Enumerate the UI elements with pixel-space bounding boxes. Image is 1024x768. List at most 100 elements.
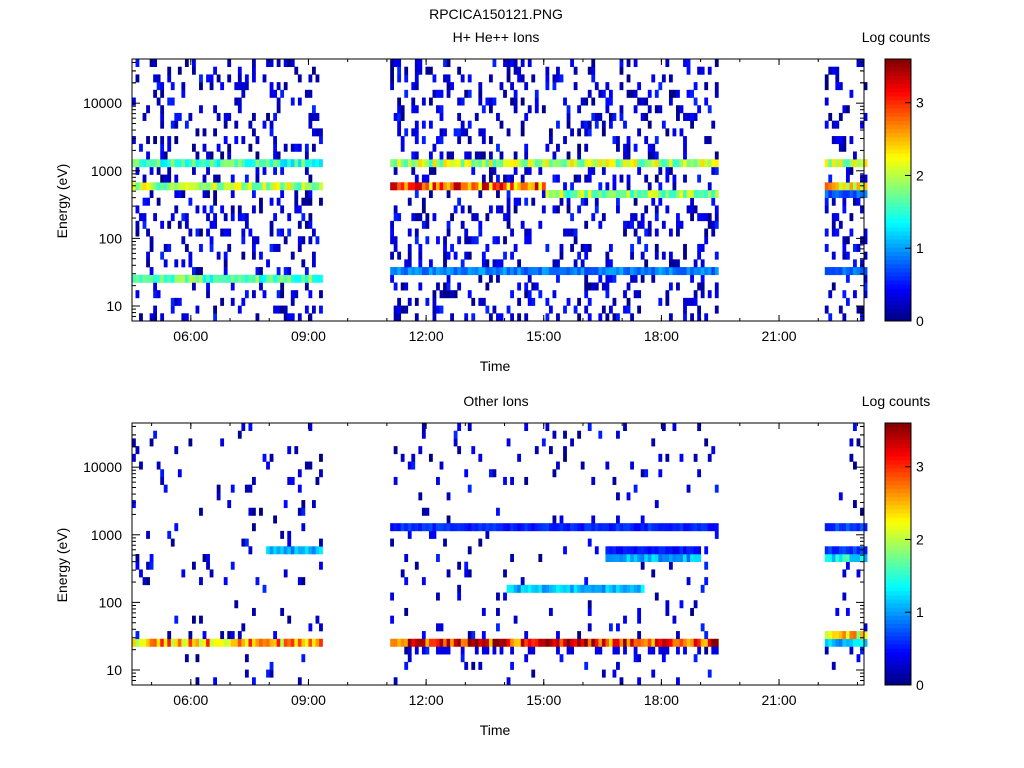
spectrogram-cell	[623, 305, 627, 314]
spectrogram-cell	[407, 530, 412, 539]
spectrogram-cell	[686, 112, 691, 121]
spectrogram-cell	[700, 274, 705, 283]
spectrogram-cell	[230, 274, 235, 283]
spectrogram-cell	[266, 638, 270, 647]
spectrogram-cell	[849, 554, 854, 563]
spectrogram-cell	[241, 274, 246, 283]
spectrogram-cell	[672, 546, 677, 555]
spectrogram-cell	[439, 461, 444, 470]
spectrogram-cell	[686, 159, 691, 168]
spectrogram-cell	[661, 546, 666, 555]
spectrogram-cell	[411, 105, 416, 114]
spectrogram-cell	[552, 523, 557, 532]
spectrogram-cell	[577, 105, 582, 114]
spectrogram-cell	[697, 174, 702, 183]
spectrogram-cell	[856, 438, 861, 447]
spectrogram-cell	[548, 128, 553, 137]
spectrogram-cell	[390, 59, 394, 68]
spectrogram-cell	[527, 267, 532, 276]
spectrogram-cell	[647, 546, 652, 555]
spectrogram-cell	[390, 220, 394, 229]
spectrogram-cell	[714, 251, 719, 260]
spectrogram-cell	[301, 159, 306, 168]
spectrogram-cell	[276, 82, 281, 91]
spectrogram-cell	[835, 74, 840, 83]
spectrogram-cell	[266, 112, 270, 121]
spectrogram-cell	[860, 313, 864, 322]
spectrogram-cell	[209, 205, 214, 214]
spectrogram-cell	[234, 182, 239, 191]
spectrogram-cell	[531, 197, 536, 206]
colorbar-tick-label: 1	[916, 240, 924, 256]
colorbar-step	[885, 132, 911, 138]
spectrogram-cell	[640, 584, 645, 593]
spectrogram-cell	[297, 638, 302, 647]
spectrogram-cell	[421, 159, 426, 168]
spectrogram-cell	[704, 190, 709, 199]
spectrogram-cell	[170, 97, 175, 106]
spectrogram-cell	[195, 151, 200, 160]
spectrogram-cell	[227, 243, 232, 252]
spectrogram-cell	[227, 143, 232, 152]
spectrogram-cell	[566, 646, 571, 655]
spectrogram-cell	[594, 523, 599, 532]
spectrogram-cell	[311, 500, 316, 509]
spectrogram-cell	[132, 453, 136, 462]
spectrogram-cell	[616, 554, 620, 563]
spectrogram-cell	[552, 259, 557, 268]
colorbar-step	[885, 169, 911, 175]
spectrogram-cell	[244, 82, 249, 91]
spectrogram-cell	[503, 213, 507, 222]
spectrogram-cell	[407, 197, 412, 206]
spectrogram-cell	[598, 646, 603, 655]
spectrogram-cell	[584, 120, 589, 129]
spectrogram-cell	[587, 282, 592, 291]
spectrogram-cell	[202, 274, 207, 283]
spectrogram-cell	[227, 74, 232, 83]
spectrogram-cell	[149, 638, 154, 647]
spectrogram-cell	[457, 423, 462, 432]
spectrogram-cell	[287, 530, 292, 539]
spectrogram-cell	[167, 143, 172, 152]
spectrogram-cell	[421, 220, 426, 229]
spectrogram-cell	[700, 159, 705, 168]
spectrogram-cell	[411, 638, 416, 647]
spectrogram-cell	[177, 638, 182, 647]
spectrogram-cell	[280, 607, 285, 616]
spectrogram-cell	[616, 136, 620, 145]
spectrogram-cell	[311, 251, 316, 260]
x-tick-label: 06:00	[173, 328, 208, 344]
spectrogram-cell	[556, 584, 560, 593]
spectrogram-cell	[241, 136, 246, 145]
spectrogram-cell	[707, 213, 712, 222]
spectrogram-cell	[849, 190, 854, 199]
spectrogram-cell	[496, 313, 500, 322]
spectrogram-cell	[690, 120, 694, 129]
spectrogram-cell	[626, 267, 631, 276]
colorbar-step	[885, 312, 911, 318]
spectrogram-cell	[605, 251, 610, 260]
spectrogram-cell	[262, 453, 267, 462]
spectrogram-cell	[407, 159, 412, 168]
spectrogram-cell	[612, 584, 617, 593]
spectrogram-cell	[319, 159, 323, 168]
spectrogram-cell	[418, 159, 423, 168]
spectrogram-cell	[510, 554, 514, 563]
spectrogram-cell	[838, 523, 843, 532]
spectrogram-cell	[230, 205, 235, 214]
spectrogram-cell	[654, 159, 659, 168]
spectrogram-cell	[831, 638, 836, 647]
spectrogram-cell	[414, 236, 419, 245]
spectrogram-cell	[704, 438, 709, 447]
spectrogram-cell	[241, 182, 246, 191]
spectrogram-cell	[584, 197, 589, 206]
spectrogram-cell	[700, 638, 705, 647]
spectrogram-cell	[177, 220, 182, 229]
spectrogram-cell	[623, 151, 627, 160]
spectrogram-cell	[623, 220, 627, 229]
spectrogram-cell	[838, 267, 843, 276]
spectrogram-cell	[570, 646, 574, 655]
spectrogram-cell	[294, 143, 299, 152]
